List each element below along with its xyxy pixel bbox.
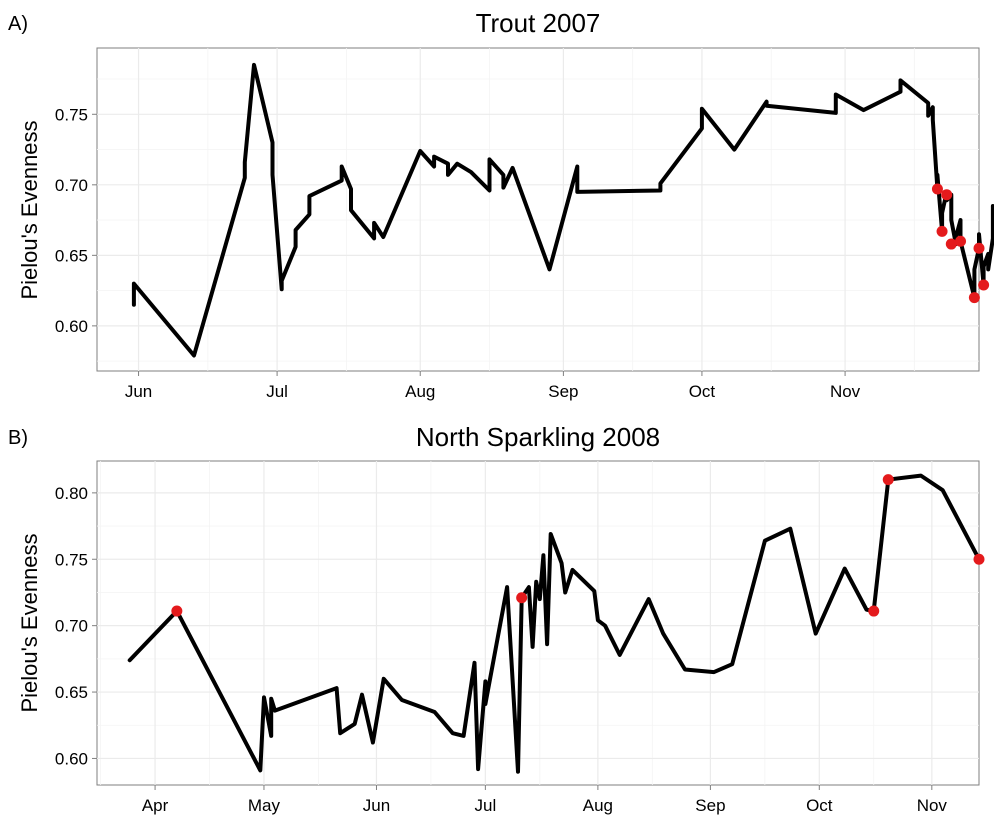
highlight-point	[941, 189, 953, 201]
x-tick-label: Aug	[583, 796, 613, 815]
panel-a-x-ticks: Jun Jul Aug Sep Oct Nov	[125, 371, 861, 401]
y-tick-label: 0.75	[55, 550, 88, 569]
y-tick-label: 0.75	[55, 105, 88, 124]
highlight-point	[931, 183, 943, 195]
panel-a-highlight-points	[931, 183, 990, 304]
series-line	[127, 473, 981, 774]
panel-b-highlight-points	[171, 474, 985, 617]
y-tick-label: 0.60	[55, 749, 88, 768]
highlight-point	[882, 474, 894, 486]
panel-a-label: A)	[8, 13, 28, 35]
panel-a-y-axis-title: Pielou's Evenness	[17, 120, 42, 299]
y-tick-label: 0.60	[55, 317, 88, 336]
panel-a-grid	[97, 48, 979, 371]
x-tick-label: May	[248, 796, 281, 815]
x-tick-label: Jul	[266, 382, 288, 401]
panel-b-title: North Sparkling 2008	[416, 422, 660, 452]
x-tick-label: Nov	[830, 382, 861, 401]
x-tick-label: Nov	[917, 796, 948, 815]
panel-a: A) Trout 2007 Pielou's Evenness 0.60 0.65…	[8, 8, 994, 401]
panel-b-x-ticks: Apr May Jun Jul Aug Sep Oct Nov	[142, 785, 948, 815]
x-tick-label: Apr	[142, 796, 169, 815]
panel-a-y-ticks: 0.60 0.65 0.70 0.75	[55, 105, 97, 336]
x-tick-label: Aug	[405, 382, 435, 401]
highlight-point	[955, 235, 967, 247]
x-tick-label: Jun	[125, 382, 152, 401]
panel-a-plot-area	[96, 47, 980, 372]
panel-a-title: Trout 2007	[476, 8, 601, 38]
highlight-point	[868, 605, 880, 617]
x-tick-label: Jun	[363, 796, 390, 815]
highlight-point	[516, 592, 528, 604]
x-tick-label: Oct	[689, 382, 716, 401]
highlight-point	[936, 225, 948, 237]
highlight-point	[978, 279, 990, 291]
highlight-point	[973, 242, 985, 254]
x-tick-label: Oct	[806, 796, 833, 815]
highlight-point	[973, 553, 985, 565]
panel-b-series	[127, 473, 981, 774]
panel-b-label: B)	[8, 427, 28, 449]
panel-b-y-axis-title: Pielou's Evenness	[17, 533, 42, 712]
x-tick-label: Jul	[475, 796, 497, 815]
panel-a-series	[131, 62, 994, 358]
y-tick-label: 0.70	[55, 176, 88, 195]
series-line	[131, 62, 994, 358]
panel-b: B) North Sparkling 2008 Pielou's Evennes…	[8, 422, 985, 815]
y-tick-label: 0.80	[55, 484, 88, 503]
y-tick-label: 0.65	[55, 246, 88, 265]
panel-b-plot-area	[96, 460, 980, 786]
highlight-point	[945, 238, 957, 250]
y-tick-label: 0.70	[55, 617, 88, 636]
highlight-point	[968, 292, 980, 304]
panel-b-y-ticks: 0.60 0.65 0.70 0.75 0.80	[55, 484, 97, 768]
x-tick-label: Sep	[695, 796, 725, 815]
y-tick-label: 0.65	[55, 683, 88, 702]
panel-b-grid	[97, 461, 979, 785]
highlight-point	[171, 605, 183, 617]
x-tick-label: Sep	[548, 382, 578, 401]
